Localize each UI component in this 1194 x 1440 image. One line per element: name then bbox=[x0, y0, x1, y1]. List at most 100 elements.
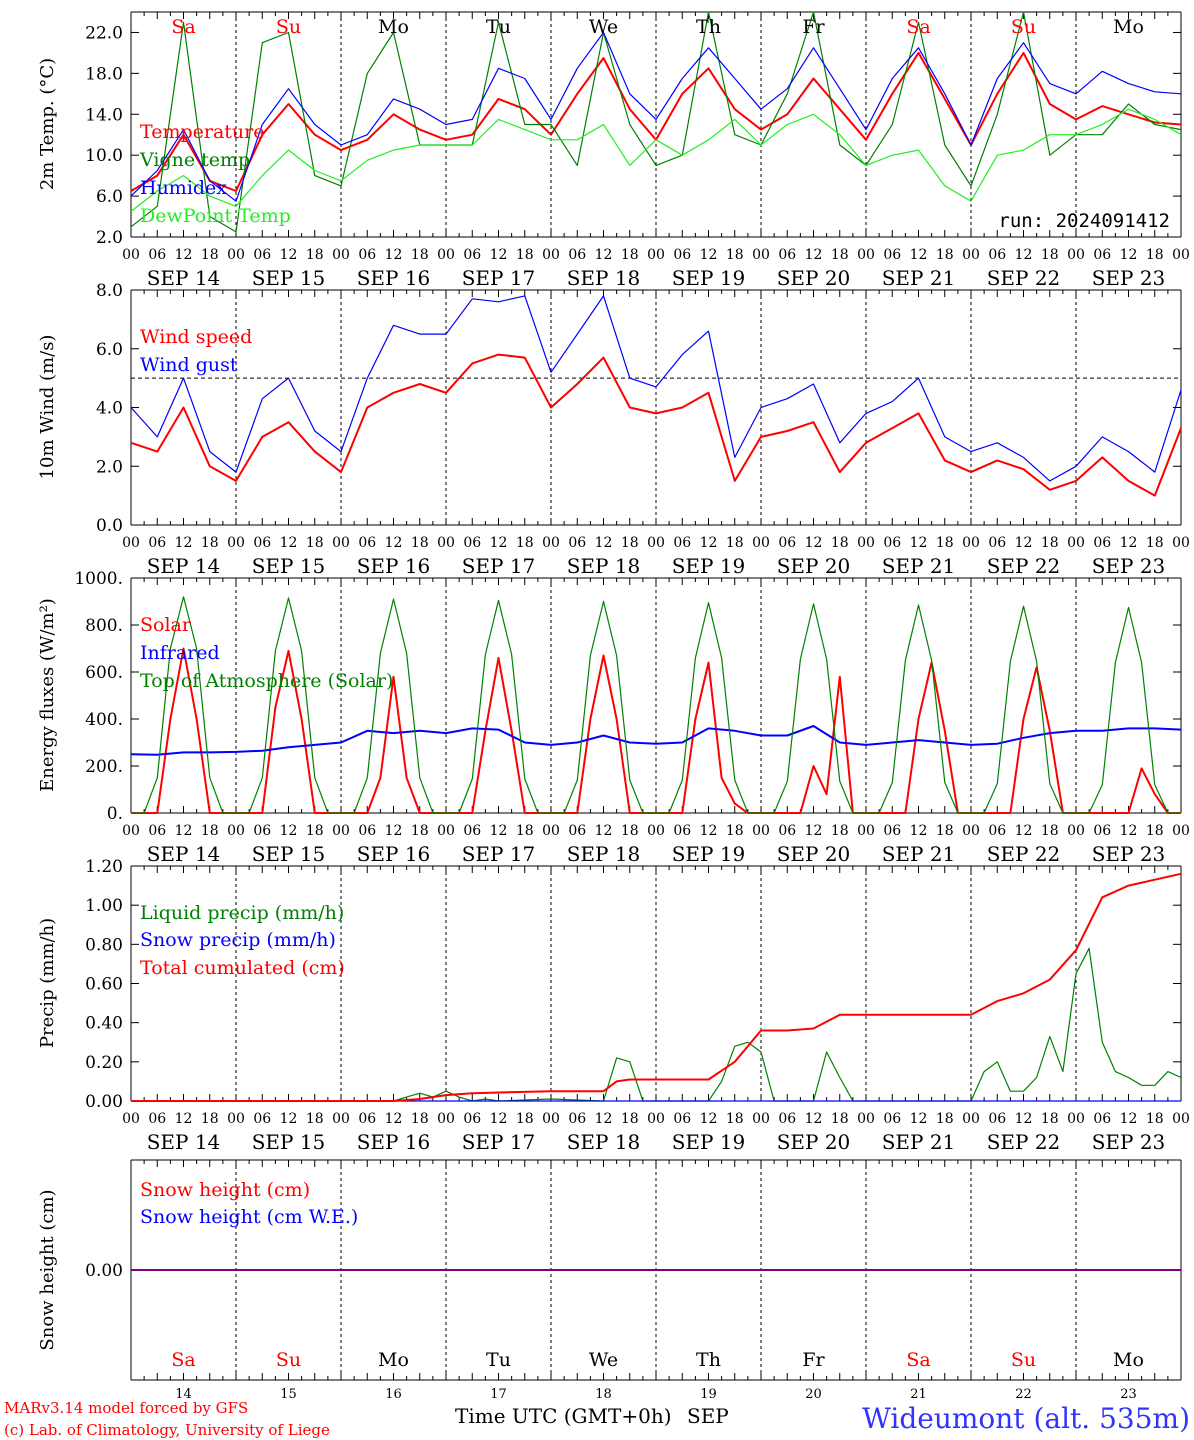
y-tick-label: 0.20 bbox=[85, 1053, 123, 1073]
x-hour-label: 12 bbox=[385, 1111, 403, 1127]
x-hour-label: 00 bbox=[332, 1111, 350, 1127]
x-hour-label: 06 bbox=[358, 247, 376, 263]
legend-entry: Wind gust bbox=[140, 354, 238, 376]
x-hour-label: 06 bbox=[253, 823, 271, 839]
legend-entry: Liquid precip (mm/h) bbox=[140, 902, 344, 924]
x-hour-label: 18 bbox=[516, 823, 534, 839]
y-tick-label: 400. bbox=[85, 710, 123, 730]
x-hour-label: 18 bbox=[936, 535, 954, 551]
x-hour-label: 00 bbox=[962, 247, 980, 263]
x-hour-label: 18 bbox=[936, 247, 954, 263]
x-hour-label: 06 bbox=[673, 823, 691, 839]
x-hour-label: 06 bbox=[463, 1111, 481, 1127]
y-axis-title: Snow height (cm) bbox=[37, 1189, 58, 1350]
x-hour-label: 12 bbox=[280, 1111, 298, 1127]
x-date-label: SEP 23 bbox=[1092, 1130, 1166, 1154]
x-hour-label: 12 bbox=[700, 1111, 718, 1127]
x-hour-label: 18 bbox=[306, 535, 324, 551]
x-hour-label: 18 bbox=[621, 1111, 639, 1127]
day-number-label: 16 bbox=[385, 1387, 402, 1402]
x-hour-label: 12 bbox=[805, 247, 823, 263]
x-hour-label: 12 bbox=[490, 1111, 508, 1127]
y-tick-label: 22.0 bbox=[85, 23, 123, 43]
x-hour-label: 18 bbox=[411, 535, 429, 551]
x-hour-label: 12 bbox=[1120, 1111, 1138, 1127]
x-hour-label: 12 bbox=[910, 1111, 928, 1127]
x-hour-label: 00 bbox=[437, 1111, 455, 1127]
x-hour-label: 06 bbox=[883, 247, 901, 263]
x-hour-label: 18 bbox=[516, 535, 534, 551]
x-hour-label: 06 bbox=[253, 1111, 271, 1127]
y-tick-label: 4.0 bbox=[96, 399, 123, 419]
x-hour-label: 18 bbox=[1146, 247, 1164, 263]
x-hour-label: 12 bbox=[490, 823, 508, 839]
legend-entry: Temperature bbox=[140, 121, 264, 143]
x-hour-label: 12 bbox=[175, 1111, 193, 1127]
day-number-label: 14 bbox=[175, 1387, 192, 1402]
x-hour-label: 00 bbox=[647, 823, 665, 839]
y-tick-label: 600. bbox=[85, 663, 123, 683]
y-tick-label: 6.0 bbox=[96, 187, 123, 207]
y-tick-label: 0.00 bbox=[85, 1092, 123, 1112]
x-hour-label: 00 bbox=[857, 1111, 875, 1127]
x-date-label: SEP 16 bbox=[357, 1130, 431, 1154]
series-line-2 bbox=[130, 295, 1182, 482]
series-line-3 bbox=[130, 31, 1182, 202]
x-hour-label: 00 bbox=[227, 247, 245, 263]
weekday-label-bottom: Mo bbox=[1113, 1349, 1144, 1371]
x-hour-label: 12 bbox=[805, 1111, 823, 1127]
x-hour-label: 12 bbox=[385, 535, 403, 551]
x-hour-label: 18 bbox=[516, 1111, 534, 1127]
credit-line-1: MARv3.14 model forced by GFS bbox=[4, 1399, 248, 1417]
x-hour-label: 00 bbox=[647, 1111, 665, 1127]
x-hour-label: 18 bbox=[411, 1111, 429, 1127]
x-hour-label: 00 bbox=[437, 823, 455, 839]
x-hour-label: 18 bbox=[936, 823, 954, 839]
x-hour-label: 00 bbox=[227, 823, 245, 839]
x-hour-label: 12 bbox=[1120, 247, 1138, 263]
weekday-label-top: Mo bbox=[378, 16, 409, 38]
x-hour-label: 06 bbox=[988, 823, 1006, 839]
x-date-label: SEP 21 bbox=[882, 554, 956, 578]
x-hour-label: 06 bbox=[673, 535, 691, 551]
x-hour-label: 00 bbox=[752, 247, 770, 263]
x-hour-label: 18 bbox=[411, 247, 429, 263]
x-hour-label: 00 bbox=[437, 535, 455, 551]
y-axis-title: 2m Temp. (°C) bbox=[37, 58, 58, 190]
x-date-label: SEP 15 bbox=[252, 266, 326, 290]
x-hour-label: 00 bbox=[962, 1111, 980, 1127]
x-hour-label: 18 bbox=[621, 247, 639, 263]
x-hour-label: 18 bbox=[201, 823, 219, 839]
x-hour-label: 00 bbox=[542, 823, 560, 839]
weekday-label-top: Su bbox=[276, 16, 301, 38]
x-date-label: SEP 23 bbox=[1092, 842, 1166, 866]
series-line-2 bbox=[130, 11, 1182, 233]
x-hour-label: 18 bbox=[1041, 823, 1059, 839]
x-hour-label: 06 bbox=[988, 535, 1006, 551]
day-number-label: 21 bbox=[910, 1387, 927, 1402]
y-tick-label: 0.60 bbox=[85, 975, 123, 995]
x-hour-label: 00 bbox=[122, 823, 140, 839]
x-date-label: SEP 18 bbox=[567, 1130, 641, 1154]
x-date-label: SEP 21 bbox=[882, 266, 956, 290]
x-hour-label: 12 bbox=[1015, 1111, 1033, 1127]
x-hour-label: 12 bbox=[280, 247, 298, 263]
day-number-label: 15 bbox=[280, 1387, 297, 1402]
x-hour-label: 06 bbox=[358, 535, 376, 551]
x-hour-label: 00 bbox=[227, 535, 245, 551]
x-date-label: SEP 22 bbox=[987, 554, 1061, 578]
x-hour-label: 12 bbox=[910, 247, 928, 263]
legend-entry: DewPoint Temp bbox=[140, 205, 291, 227]
x-hour-label: 06 bbox=[778, 823, 796, 839]
x-hour-label: 18 bbox=[1146, 1111, 1164, 1127]
x-hour-label: 06 bbox=[358, 1111, 376, 1127]
legend-entry: Humidex bbox=[140, 177, 227, 199]
weekday-label-top: Tu bbox=[486, 16, 511, 38]
x-date-label: SEP 22 bbox=[987, 266, 1061, 290]
x-hour-label: 00 bbox=[647, 247, 665, 263]
weekday-label-top: Sa bbox=[171, 16, 195, 38]
x-hour-label: 18 bbox=[201, 1111, 219, 1127]
x-hour-label: 12 bbox=[805, 823, 823, 839]
legend-entry: Infrared bbox=[140, 642, 220, 664]
